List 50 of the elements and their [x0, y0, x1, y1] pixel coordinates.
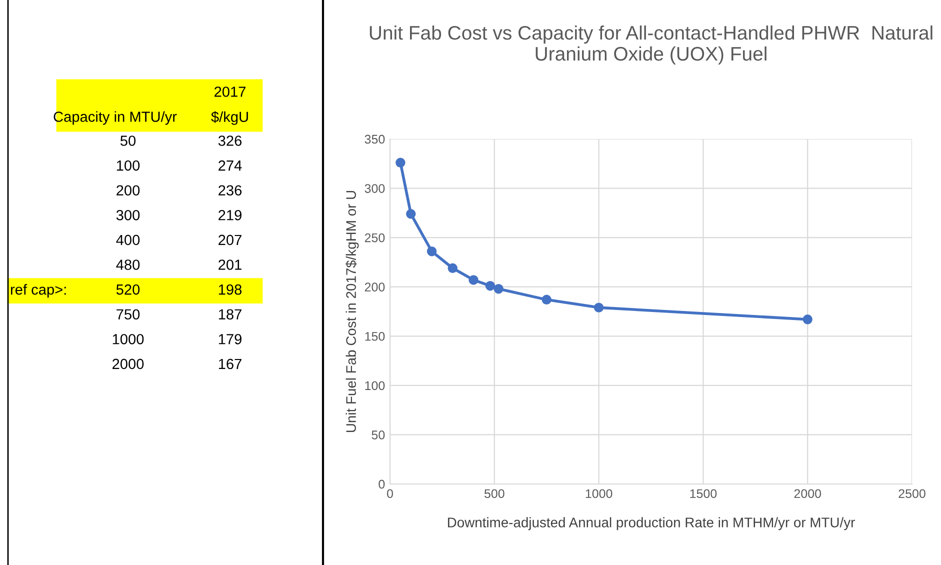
point: [426, 246, 437, 256]
text: 167: [218, 358, 242, 370]
point: [448, 263, 458, 273]
point: [406, 209, 416, 219]
text: 1000: [112, 334, 144, 344]
text: 179: [218, 334, 242, 344]
text: 2000: [112, 358, 144, 370]
text: 2017: [214, 86, 246, 97]
y-tick-label: 150: [365, 332, 385, 341]
x-tick-label: 0: [387, 489, 393, 498]
point: [494, 284, 504, 294]
point: [594, 302, 604, 312]
text: $/kgU: [211, 111, 248, 125]
point: [485, 281, 496, 291]
x-tick-label: 2500: [898, 489, 926, 498]
text: 201: [218, 260, 242, 270]
text: 219: [218, 210, 242, 220]
text: 326: [218, 136, 242, 146]
y-tick-label: 100: [365, 381, 385, 390]
y-axis-title: Unit Fuel Fab Cost in 2017$/kgHM or U: [346, 190, 359, 432]
y-tick-label: 0: [378, 480, 385, 489]
text: 236: [218, 185, 242, 196]
text: 200: [116, 185, 140, 196]
text: 274: [218, 160, 242, 171]
point: [542, 294, 552, 305]
text: 300: [116, 210, 140, 220]
x-tick-label: 500: [484, 489, 504, 498]
x-tick-label: 2000: [794, 489, 822, 498]
text: 480: [116, 260, 140, 270]
text: 520: [116, 284, 140, 295]
x-tick-label: 1000: [586, 489, 612, 498]
text: 198: [218, 284, 242, 295]
text: ref cap>:: [10, 284, 66, 298]
x-tick-label: 1500: [690, 489, 717, 498]
text: 50: [120, 136, 136, 146]
text: 100: [116, 160, 140, 171]
point: [396, 158, 406, 168]
chart-title: Unit Fab Cost vs Capacity for All-contact-Handled PHWR Natural Uranium Oxide (UOX) Fuel: [370, 25, 932, 65]
y-tick-label: 200: [364, 282, 385, 292]
y-tick-label: 350: [364, 134, 385, 144]
text: 400: [116, 234, 140, 246]
x-axis-title: Downtime-adjusted Annual production Rate in MTHM/yr or MTU/yr: [448, 517, 855, 530]
text: 750: [116, 309, 140, 320]
point: [468, 275, 478, 285]
point: [802, 314, 812, 324]
y-tick-label: 250: [364, 233, 385, 242]
text: 207: [218, 234, 242, 246]
y-tick-label: 300: [364, 184, 385, 193]
text: 187: [218, 309, 242, 320]
y-tick-label: 50: [372, 430, 385, 440]
